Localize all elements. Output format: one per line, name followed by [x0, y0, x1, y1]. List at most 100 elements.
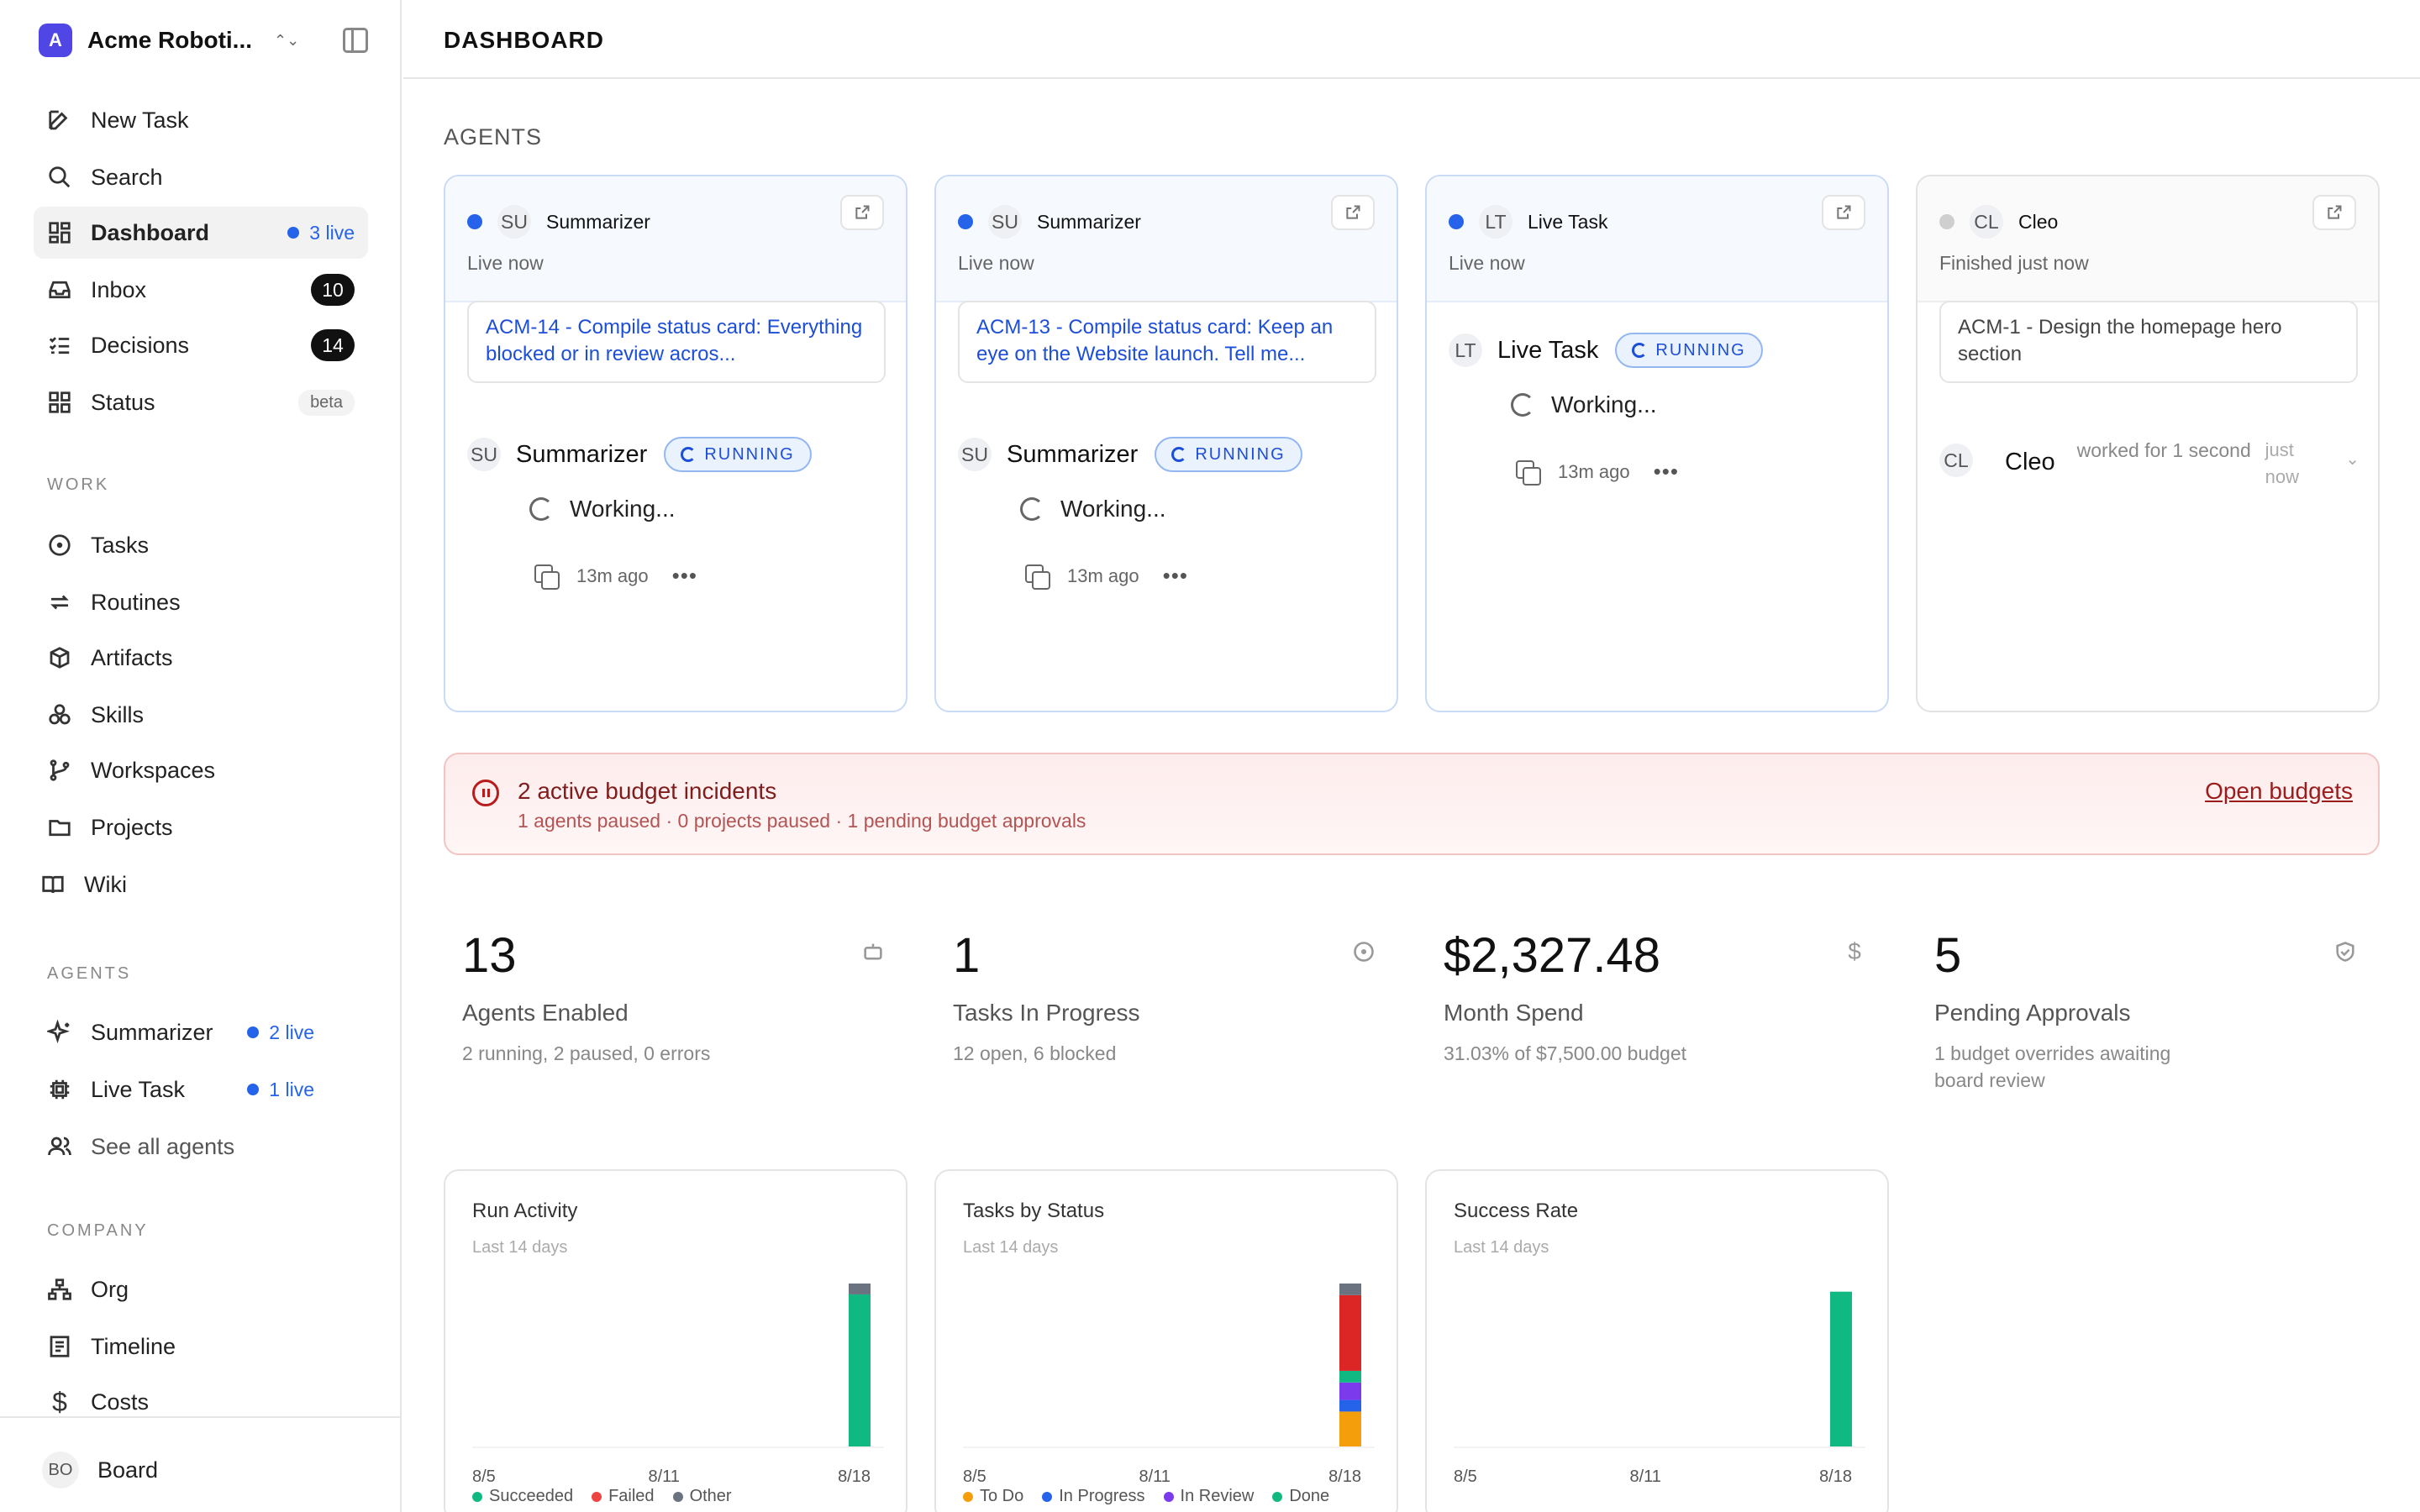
- chart-bar-segment: [1339, 1370, 1361, 1383]
- sidebar-item-label: Live Task: [91, 1076, 186, 1102]
- sidebar-item-costs[interactable]: $ Costs: [34, 1376, 368, 1428]
- stat-card[interactable]: 13 Agents Enabled 2 running, 2 paused, 0…: [444, 927, 908, 1095]
- sidebar-item-label: Artifacts: [91, 644, 173, 670]
- open-external-button[interactable]: [840, 195, 884, 230]
- book-open-icon: [39, 870, 67, 899]
- external-link-icon: [1346, 205, 1360, 219]
- sidebar-item-label: See all agents: [91, 1133, 235, 1159]
- live-indicator: 3 live: [287, 222, 355, 244]
- legend-item: Done: [1272, 1487, 1329, 1506]
- sidebar-item-see-all-agents[interactable]: See all agents: [34, 1121, 368, 1173]
- dollar-icon: $: [52, 1386, 67, 1417]
- copy-icon[interactable]: [1516, 459, 1541, 486]
- stat-label: Month Spend: [1444, 1000, 1584, 1026]
- agent-avatar: CL: [1970, 205, 2003, 239]
- chart-bar-segment: [1339, 1284, 1361, 1295]
- stat-label: Tasks In Progress: [953, 1000, 1140, 1026]
- chart-bar-segment: [1339, 1399, 1361, 1412]
- more-icon[interactable]: •••: [671, 563, 697, 588]
- chart-legend: To Do In Progress In Review Done: [963, 1487, 1348, 1506]
- stat-card[interactable]: 5 Pending Approvals 1 budget overrides a…: [1916, 927, 2380, 1095]
- decisions-count-badge: 14: [311, 329, 355, 361]
- sidebar-item-projects[interactable]: Projects: [34, 801, 368, 853]
- org-chart-icon: [45, 1275, 74, 1304]
- chevron-down-icon[interactable]: ⌄: [2345, 450, 2360, 469]
- sidebar-item-label: Decisions: [91, 332, 190, 358]
- task-link[interactable]: ACM-14 - Compile status card: Everything…: [467, 301, 886, 383]
- chart-subtitle: Last 14 days: [963, 1238, 1059, 1257]
- open-budgets-link[interactable]: Open budgets: [2205, 778, 2353, 804]
- run-meta: 13m ago •••: [1025, 563, 1188, 590]
- chevron-updown-icon: ⌃⌄: [274, 31, 300, 49]
- task-link[interactable]: ACM-1 - Design the homepage hero section: [1939, 301, 2358, 383]
- beta-badge: beta: [298, 389, 355, 416]
- cpu-chip-icon: [45, 1075, 74, 1104]
- sidebar-item-label: Tasks: [91, 532, 150, 558]
- sidebar-item-decisions[interactable]: Decisions 14: [34, 319, 368, 371]
- user-name: Board: [97, 1457, 159, 1483]
- sidebar-item-artifacts[interactable]: Artifacts: [34, 632, 368, 684]
- agent-card[interactable]: SU Summarizer Live now ACM-14 - Compile …: [444, 175, 908, 712]
- copy-icon[interactable]: [1025, 564, 1050, 590]
- sidebar-footer: BO Board: [0, 1416, 402, 1512]
- x-tick-label: 8/18: [838, 1467, 871, 1486]
- sidebar-item-workspaces[interactable]: Workspaces: [34, 744, 368, 796]
- spinner-icon: [1020, 497, 1044, 521]
- spinner-icon: [1511, 393, 1534, 417]
- sidebar-item-wiki[interactable]: Wiki: [27, 858, 361, 911]
- legend-item: In Review: [1163, 1487, 1254, 1506]
- run-activity-chart: Run Activity Last 14 days 8/5 8/11 8/18 Su…: [444, 1169, 908, 1512]
- more-icon[interactable]: •••: [1162, 563, 1188, 588]
- chart-bar-segment: [1339, 1382, 1361, 1400]
- agent-avatar: LT: [1479, 205, 1512, 239]
- budget-incident-banner: 2 active budget incidents 1 agents pause…: [444, 753, 2380, 855]
- sidebar-item-summarizer[interactable]: Summarizer 2 live: [34, 1006, 368, 1058]
- task-link[interactable]: ACM-13 - Compile status card: Keep an ey…: [958, 301, 1376, 383]
- open-external-button[interactable]: [1822, 195, 1865, 230]
- status-idle-dot: [1939, 214, 1954, 229]
- agent-card[interactable]: CL Cleo Finished just now ACM-1 - Design…: [1916, 175, 2380, 712]
- agent-card-header: SU Summarizer Live now: [936, 176, 1397, 302]
- sidebar-item-live-task[interactable]: Live Task 1 live: [34, 1063, 368, 1116]
- run-avatar: SU: [467, 438, 501, 471]
- sidebar-item-skills[interactable]: Skills: [34, 689, 368, 741]
- legend-item: Other: [672, 1487, 732, 1506]
- pencil-square-icon: [45, 106, 74, 134]
- open-external-button[interactable]: [1331, 195, 1375, 230]
- sidebar-item-tasks[interactable]: Tasks: [34, 519, 368, 571]
- open-external-button[interactable]: [2312, 195, 2356, 230]
- agent-card[interactable]: SU Summarizer Live now ACM-13 - Compile …: [934, 175, 1398, 712]
- sidebar-item-status[interactable]: Status beta: [34, 376, 368, 428]
- sidebar-item-routines[interactable]: Routines: [34, 576, 368, 628]
- run-summary[interactable]: CL Cleo worked for 1 second just now ⌄: [1939, 437, 2360, 491]
- inbox-icon: [45, 276, 74, 304]
- users-icon: [45, 1132, 74, 1161]
- sidebar-item-timeline[interactable]: Timeline: [34, 1320, 368, 1373]
- agent-card[interactable]: LT Live Task Live now LT Live Task RUNNI…: [1425, 175, 1889, 712]
- sidebar-item-search[interactable]: Search: [34, 151, 368, 203]
- agents-heading: AGENTS: [444, 124, 543, 150]
- sidebar-item-org[interactable]: Org: [34, 1263, 368, 1315]
- package-icon: [45, 643, 74, 672]
- sparkles-icon: [45, 1018, 74, 1047]
- agent-card-header: CL Cleo Finished just now: [1918, 176, 2378, 302]
- sidebar-item-label: Search: [91, 164, 163, 190]
- run-agent-name: Summarizer: [1007, 440, 1139, 468]
- sidebar-collapse-icon[interactable]: [343, 28, 368, 53]
- stat-card[interactable]: 1 Tasks In Progress 12 open, 6 blocked: [934, 927, 1398, 1095]
- workspace-switcher[interactable]: A Acme Roboti... ⌃⌄: [39, 24, 368, 57]
- sidebar-item-label: Costs: [91, 1389, 150, 1415]
- chart-plot: 8/5 8/11 8/18: [472, 1284, 884, 1486]
- running-badge: RUNNING: [1155, 437, 1302, 472]
- working-status: Working...: [1020, 496, 1166, 522]
- more-icon[interactable]: •••: [1653, 459, 1679, 484]
- legend-item: Succeeded: [472, 1487, 573, 1506]
- agent-avatar: SU: [497, 205, 531, 239]
- sidebar-item-dashboard[interactable]: Dashboard 3 live: [34, 207, 368, 259]
- sidebar-item-new-task[interactable]: New Task: [34, 94, 368, 146]
- copy-icon[interactable]: [534, 564, 560, 590]
- run-time: 13m ago: [1558, 460, 1630, 482]
- stat-card[interactable]: $2,327.48 Month Spend 31.03% of $7,500.0…: [1425, 927, 1889, 1095]
- sidebar-item-inbox[interactable]: Inbox 10: [34, 264, 368, 316]
- user-menu[interactable]: BO Board: [42, 1452, 158, 1488]
